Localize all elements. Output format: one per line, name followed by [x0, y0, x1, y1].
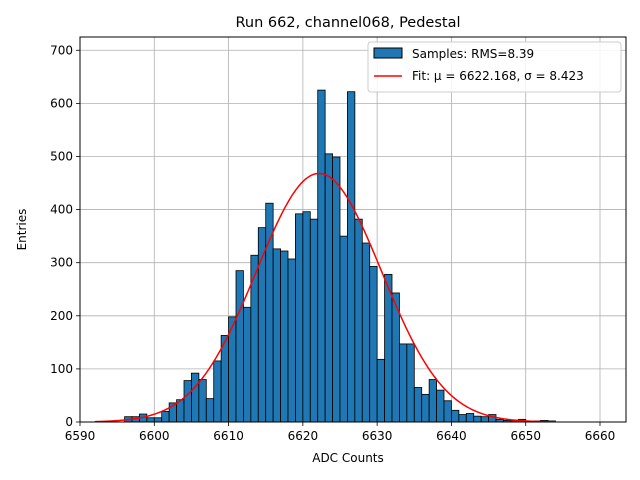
- histogram-bar: [369, 266, 378, 423]
- histogram-bar: [205, 398, 215, 423]
- y-tick-label: 200: [50, 309, 73, 323]
- histogram-bar: [354, 218, 363, 423]
- x-tick-label: 6610: [213, 429, 244, 443]
- histogram-bar: [324, 153, 333, 423]
- histogram-bar: [473, 415, 482, 423]
- histogram-bars: [124, 89, 556, 423]
- fit-curve: [94, 172, 556, 423]
- histogram-bar: [458, 414, 467, 423]
- histogram-bar: [376, 358, 385, 423]
- histogram-bar: [161, 410, 170, 423]
- legend-box: [367, 41, 622, 93]
- legend-histogram-swatch: [373, 47, 403, 59]
- histogram-bar: [413, 387, 423, 423]
- histogram-bar: [302, 211, 311, 423]
- y-tick-label: 500: [50, 149, 73, 163]
- histogram-bar: [295, 213, 304, 423]
- x-tick-label: 6590: [65, 429, 96, 443]
- x-tick-label: 6630: [362, 429, 393, 443]
- histogram-bar: [220, 335, 229, 423]
- histogram-bar: [451, 409, 460, 423]
- fit-line: [94, 172, 556, 423]
- histogram-bar: [480, 416, 489, 423]
- histogram-bar: [443, 400, 452, 423]
- histogram-bar: [191, 372, 200, 423]
- y-axis-label: Entries: [15, 209, 29, 251]
- histogram-bar: [146, 417, 155, 423]
- chart-title: Run 662, channel068, Pedestal: [235, 15, 460, 31]
- histogram-bar: [280, 250, 289, 423]
- x-axis-label: ADC Counts: [312, 451, 384, 465]
- histogram-bar: [287, 258, 296, 423]
- x-tick-label: 6640: [436, 429, 467, 443]
- histogram-bar: [272, 248, 281, 423]
- y-tick-label: 0: [65, 415, 73, 429]
- histogram-bar: [317, 89, 326, 423]
- histogram-bar: [198, 379, 207, 423]
- x-tick-label: 6660: [585, 429, 616, 443]
- plot-frame: [79, 36, 627, 423]
- x-tick-label: 6620: [288, 429, 319, 443]
- y-tick-label: 700: [50, 43, 73, 57]
- histogram-bar: [406, 343, 415, 423]
- histogram-bar: [399, 343, 408, 423]
- y-tick-label: 600: [50, 96, 73, 110]
- y-tick-label: 300: [50, 256, 73, 270]
- histogram-bar: [465, 413, 475, 423]
- x-axis-ticks: 6590 6600 6610 6620 6630 6640 6650 6660: [65, 422, 616, 443]
- legend-label-fit: Fit: μ = 6622.168, σ = 8.423: [412, 69, 584, 83]
- histogram-bar: [421, 393, 430, 423]
- y-axis-ticks: 0 100 200 300 400 500 600 700: [50, 43, 80, 429]
- histogram-bar: [243, 306, 252, 423]
- histogram-bar: [309, 218, 319, 423]
- histogram-bar: [213, 360, 222, 423]
- histogram-bar: [332, 156, 341, 423]
- x-tick-label: 6600: [139, 429, 170, 443]
- legend-label-samples: Samples: RMS=8.39: [412, 47, 534, 61]
- y-tick-label: 100: [50, 362, 73, 376]
- x-tick-label: 6650: [510, 429, 541, 443]
- histogram-bar: [153, 417, 163, 423]
- histogram-bar: [428, 379, 437, 423]
- histogram-bar: [235, 270, 244, 423]
- histogram-bar: [339, 235, 348, 423]
- legend: Samples: RMS=8.39 Fit: μ = 6622.168, σ =…: [367, 41, 622, 93]
- y-tick-label: 400: [50, 203, 73, 217]
- histogram-bar: [384, 273, 393, 423]
- histogram-bar: [183, 380, 192, 423]
- histogram-bar: [361, 242, 371, 423]
- histogram-bar: [347, 91, 356, 423]
- histogram-bar: [436, 389, 445, 423]
